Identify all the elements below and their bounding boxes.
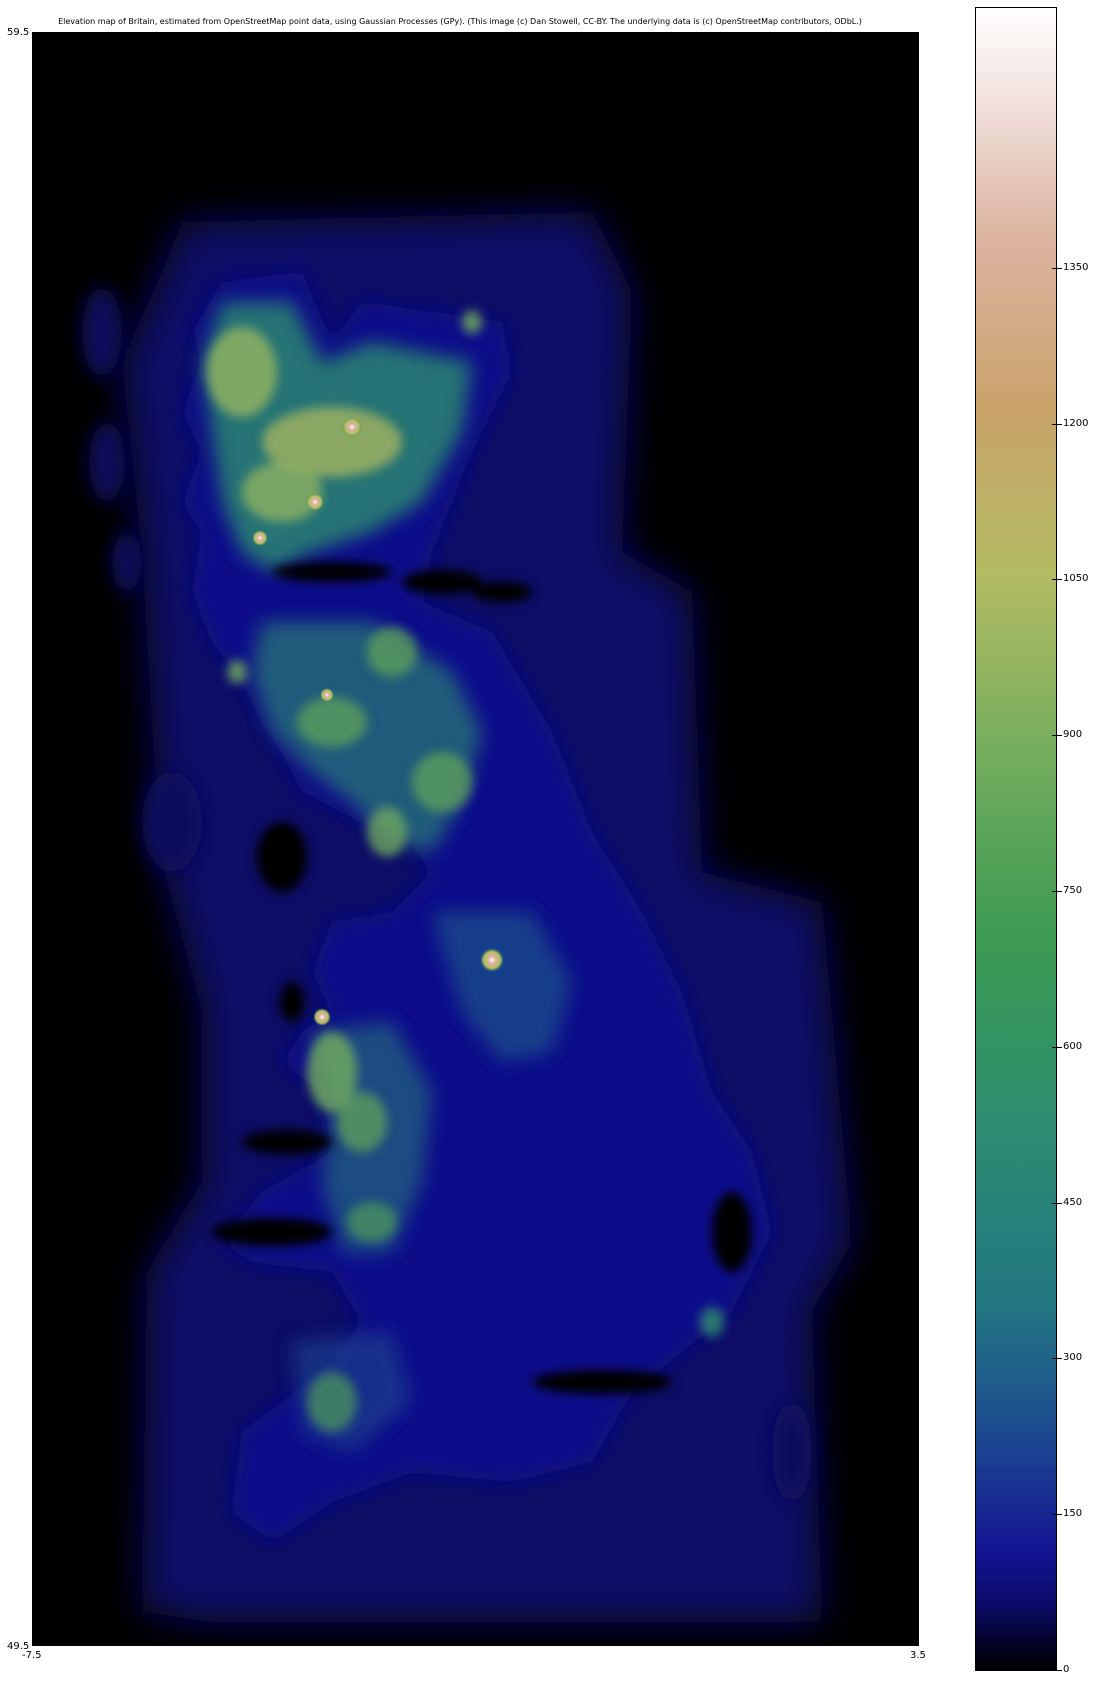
colorbar-tick-mark [1057, 267, 1062, 269]
colorbar-tick-mark [1057, 1670, 1062, 1671]
land-lowland [182, 272, 772, 1542]
island-halos [82, 287, 812, 1502]
colorbar-tick-mark [1057, 1358, 1062, 1360]
elevation-map [32, 32, 919, 1646]
colorbar-tick-mark [1057, 1202, 1062, 1204]
colorbar-tick-label: 1350 [1063, 261, 1089, 273]
colorbar-tick-label: 0 [1063, 1664, 1070, 1675]
colorbar-tick-label: 900 [1063, 729, 1083, 741]
colorbar-tick-mark [1057, 1046, 1062, 1048]
colorbar-tick-mark [1057, 423, 1062, 425]
colorbar-tick-mark-inner [1052, 1670, 1057, 1671]
colorbar-tick-mark [1057, 579, 1062, 581]
elevation-peaks [252, 417, 504, 1026]
x-axis-right-label: 3.5 [910, 1650, 926, 1661]
land-highland [207, 310, 724, 1432]
colorbar-tick-label: 150 [1063, 1508, 1083, 1520]
colorbar-tick-mark-inner [1052, 1358, 1057, 1360]
elevation-colorbar [975, 7, 1057, 1671]
colorbar-tick-label: 300 [1063, 1352, 1083, 1364]
elevation-map-svg [32, 32, 919, 1646]
x-axis-left-label: -7.5 [22, 1650, 42, 1661]
colorbar-tick-label: 450 [1063, 1196, 1083, 1208]
colorbar-tick-label: 750 [1063, 884, 1083, 896]
colorbar-tick-mark [1057, 735, 1062, 737]
colorbar-tick-label: 1050 [1063, 573, 1089, 585]
coast-shadows [212, 562, 752, 1394]
colorbar-tick-mark-inner [1052, 890, 1057, 892]
colorbar-tick-mark [1057, 890, 1062, 892]
colorbar-tick-mark-inner [1052, 579, 1057, 581]
map-title: Elevation map of Britain, estimated from… [58, 17, 862, 26]
colorbar-tick-mark [1057, 1514, 1062, 1516]
colorbar-tick-mark-inner [1052, 267, 1057, 269]
colorbar-tick-mark-inner [1052, 1046, 1057, 1048]
colorbar-tick-mark-inner [1052, 423, 1057, 425]
colorbar-tick-mark-inner [1052, 735, 1057, 737]
colorbar-tick-mark-inner [1052, 1514, 1057, 1516]
colorbar-tick-label: 600 [1063, 1040, 1083, 1052]
colorbar-tick-label: 1200 [1063, 417, 1089, 429]
y-axis-top-label: 59.5 [7, 27, 30, 38]
colorbar-tick-mark-inner [1052, 1202, 1057, 1204]
y-axis-bottom-label: 49.5 [7, 1641, 30, 1652]
